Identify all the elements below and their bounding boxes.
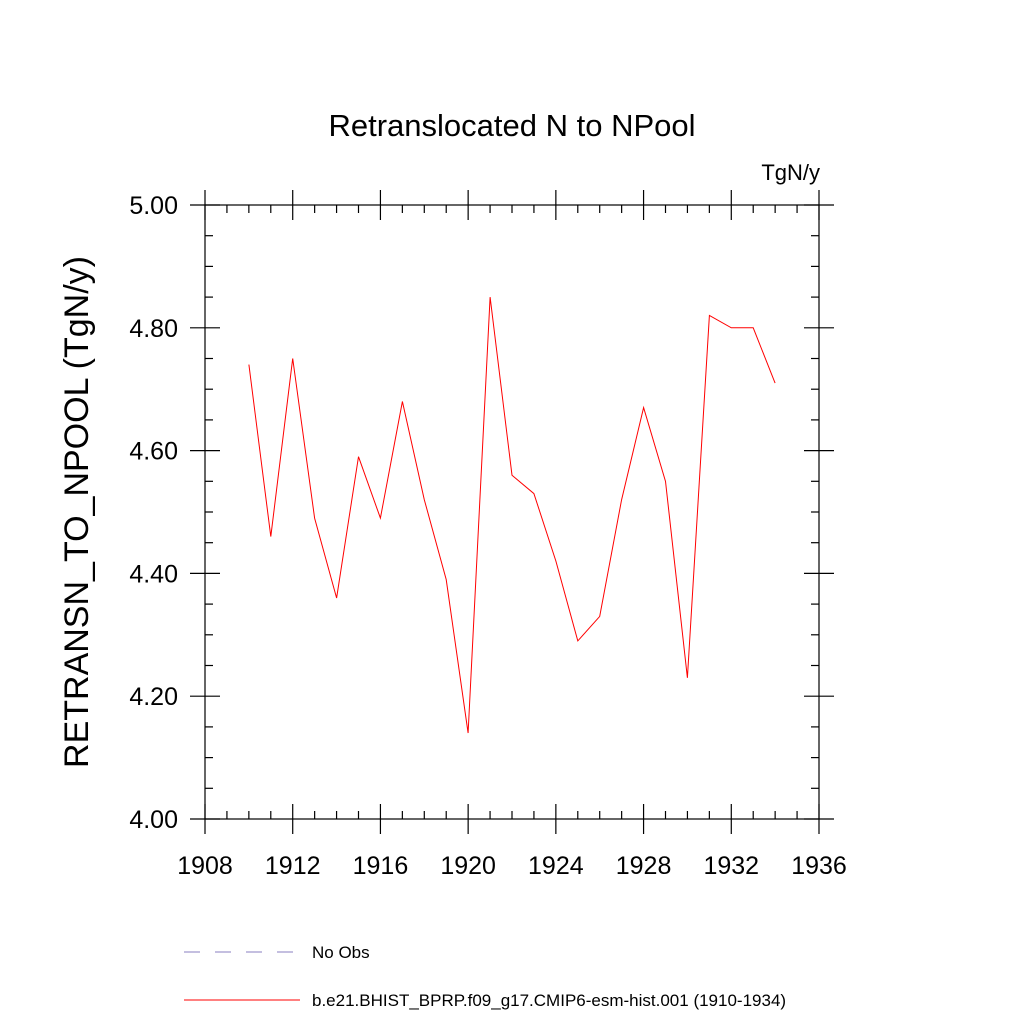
x-tick-label: 1916 — [353, 852, 409, 880]
series-line — [248, 297, 776, 734]
units-label: TgN/y — [761, 160, 820, 185]
y-tick-label: 4.60 — [129, 438, 178, 466]
legend-label: No Obs — [312, 943, 370, 962]
y-axis-label: RETRANSN_TO_NPOOL (TgN/y) — [58, 256, 96, 768]
y-tick-label: 4.80 — [129, 315, 178, 343]
legend: No Obs b.e21.BHIST_BPRP.f09_g17.CMIP6-esm… — [184, 943, 786, 1010]
axes: 1908 1912 1916 1920 1924 1928 1932 1936 4.00 4.20… — [129, 190, 847, 880]
x-tick-label: 1928 — [616, 852, 672, 880]
x-tick-label: 1924 — [528, 852, 584, 880]
chart-title: Retranslocated N to NPool — [328, 108, 695, 143]
x-tick-label: 1912 — [265, 852, 321, 880]
y-tick-label: 4.40 — [129, 560, 178, 588]
series-layer — [248, 297, 776, 734]
y-tick-label: 4.00 — [129, 806, 178, 834]
plot-frame — [204, 204, 820, 820]
y-tick-label: 5.00 — [129, 192, 178, 220]
x-tick-label: 1936 — [791, 852, 847, 880]
x-tick-label: 1908 — [177, 852, 233, 880]
x-tick-label: 1920 — [440, 852, 496, 880]
x-tick-label: 1932 — [703, 852, 759, 880]
legend-label: b.e21.BHIST_BPRP.f09_g17.CMIP6-esm-hist.… — [312, 991, 786, 1010]
y-tick-label: 4.20 — [129, 683, 178, 711]
